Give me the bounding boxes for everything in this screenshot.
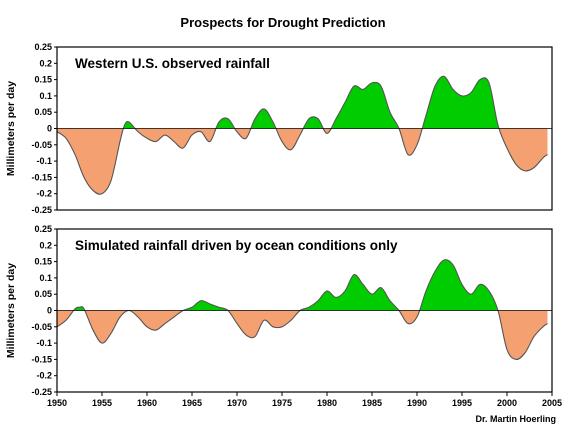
negative-area: [57, 128, 548, 195]
y-axis-label: Millimeters per day: [5, 263, 17, 358]
y-tick-label: 0.25: [34, 42, 52, 52]
y-tick-label: -0.2: [36, 371, 52, 381]
y-tick-label: 0.05: [34, 289, 52, 299]
x-tick-label: 1975: [272, 398, 292, 408]
y-tick-label: 0: [47, 306, 52, 316]
panel-simulated: 0.25 0.2 0.15 0.1 0.05 0 -0.05 -0.1 -0.15 -0.2 -0.…: [5, 224, 562, 408]
panel-observed: 0.25 0.2 0.15 0.1 0.05 0 -0.05 -0.1 -0.15 -0.2 -0.…: [5, 42, 553, 215]
y-tick-label: -0.05: [31, 322, 52, 332]
y-tick-label: 0.1: [39, 273, 52, 283]
x-tick-label: 1970: [227, 398, 247, 408]
x-tick-label: 1995: [452, 398, 472, 408]
panel-title: Western U.S. observed rainfall: [75, 56, 270, 71]
y-tick-label: -0.25: [31, 205, 52, 215]
chart-title: Prospects for Drought Prediction: [180, 15, 385, 30]
y-tick-label: -0.25: [31, 387, 52, 397]
y-tick-label: -0.2: [36, 189, 52, 199]
y-tick-label: -0.05: [31, 140, 52, 150]
x-tick-label: 1985: [362, 398, 382, 408]
negative-area: [57, 310, 548, 360]
y-tick-label: -0.1: [36, 338, 52, 348]
y-tick-label: 0: [47, 124, 52, 134]
x-tick-label: 2000: [497, 398, 517, 408]
x-tick-label: 1950: [47, 398, 67, 408]
x-tick-label: 1980: [317, 398, 337, 408]
y-tick-label: 0.2: [39, 240, 52, 250]
y-tick-label: -0.1: [36, 156, 52, 166]
x-tick-label: 1955: [92, 398, 112, 408]
y-tick-label: 0.15: [34, 257, 52, 267]
y-tick-label: 0.2: [39, 58, 52, 68]
series-line: [56, 75, 548, 195]
y-tick-label: -0.15: [31, 354, 52, 364]
y-tick-label: 0.1: [39, 91, 52, 101]
y-axis-label: Millimeters per day: [5, 81, 17, 176]
x-tick-label: 1965: [182, 398, 202, 408]
y-tick-label: 0.25: [34, 224, 52, 234]
positive-area: [57, 76, 548, 129]
y-tick-label: 0.15: [34, 75, 52, 85]
panel-title: Simulated rainfall driven by ocean condi…: [75, 238, 398, 253]
x-tick-label: 1960: [137, 398, 157, 408]
credit-text: Dr. Martin Hoerling: [475, 414, 556, 424]
positive-area: [57, 259, 548, 311]
y-tick-label: -0.15: [31, 172, 52, 182]
x-tick-label: 1990: [407, 398, 427, 408]
y-tick-label: 0.05: [34, 107, 52, 117]
x-tick-label: 2005: [542, 398, 562, 408]
